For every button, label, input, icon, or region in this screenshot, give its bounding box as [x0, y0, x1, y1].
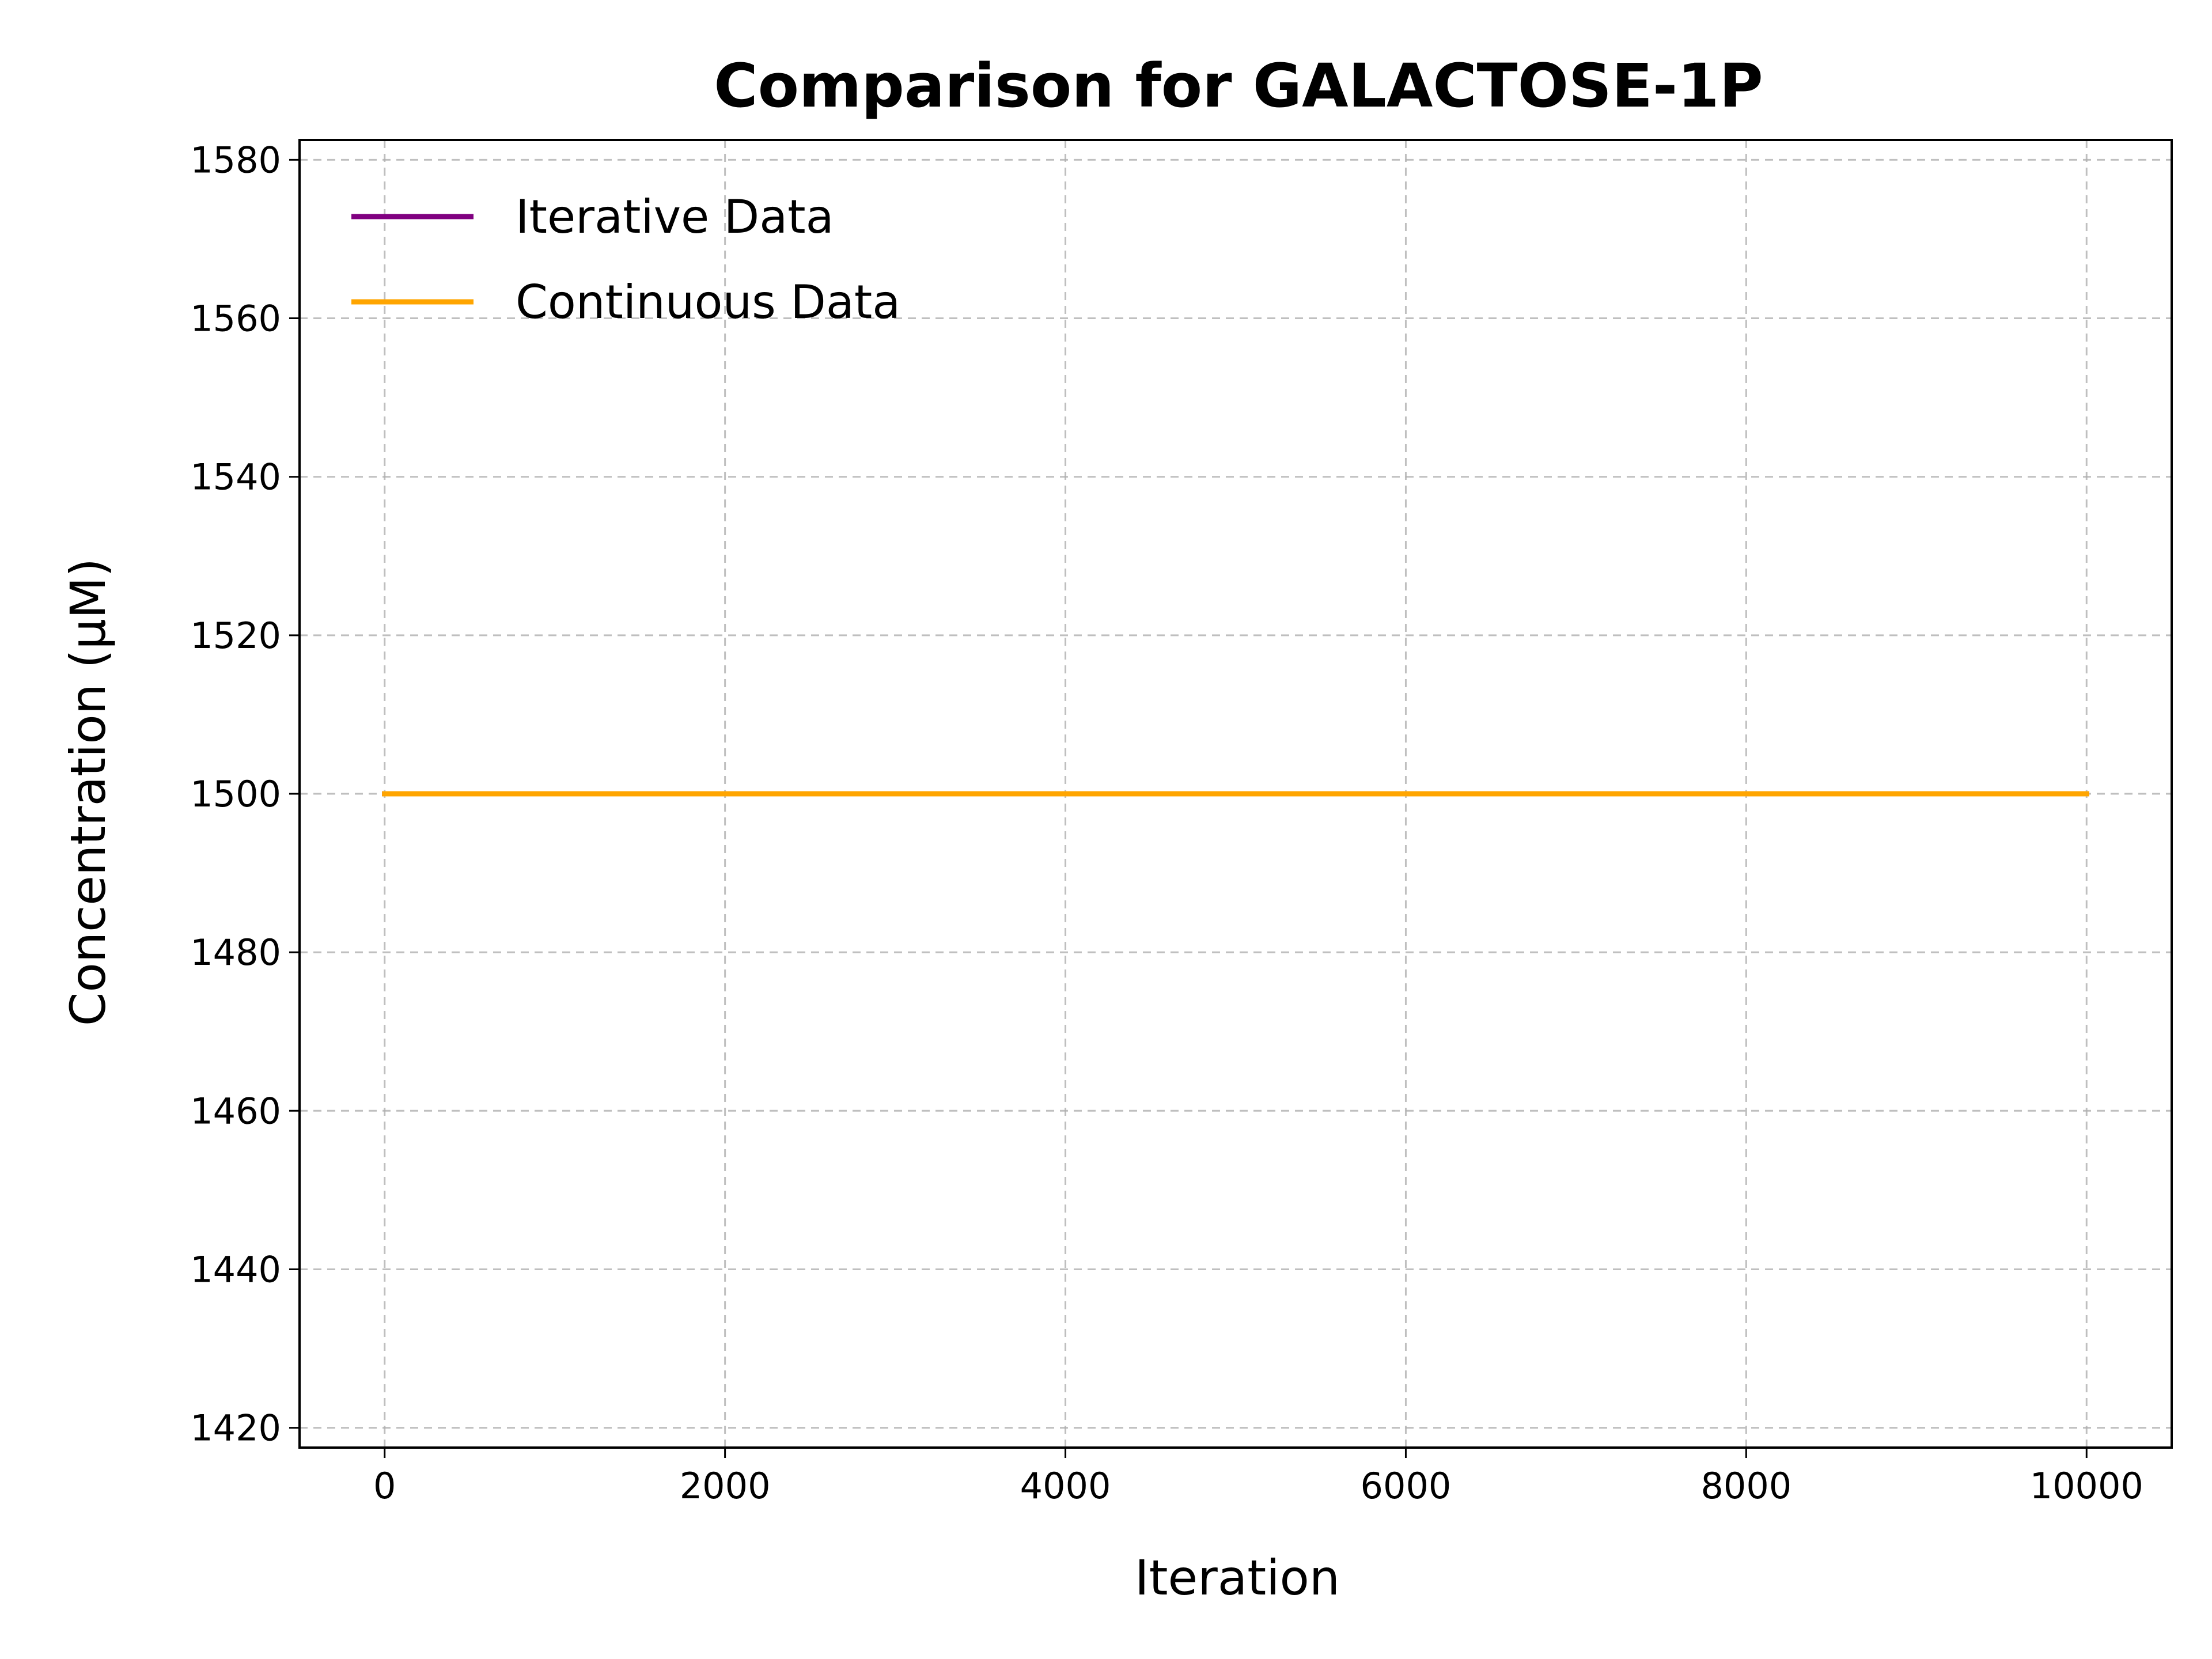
- x-axis-label: Iteration: [1135, 1550, 1340, 1606]
- y-tick-label: 1580: [190, 139, 281, 181]
- y-tick-label: 1440: [190, 1248, 281, 1290]
- y-tick-label: 1460: [190, 1090, 281, 1132]
- x-tick-label: 0: [373, 1465, 396, 1507]
- y-tick-label: 1560: [190, 298, 281, 340]
- y-axis-label: Concentration (μM): [60, 558, 116, 1026]
- x-tick-label: 6000: [1361, 1465, 1452, 1507]
- x-tick-label: 8000: [1700, 1465, 1791, 1507]
- y-tick-label: 1540: [190, 456, 281, 498]
- y-tick-label: 1420: [190, 1407, 281, 1449]
- x-tick-label: 4000: [1020, 1465, 1111, 1507]
- legend-label-continuous-data: Continuous Data: [516, 275, 900, 329]
- y-tick-label: 1520: [190, 615, 281, 657]
- axis-ticks: 0 2000 4000 6000 8000 10000 1420 1440 1460 1480 15…: [190, 139, 2143, 1507]
- chart-title: Comparison for GALACTOSE-1P: [714, 51, 1763, 121]
- x-tick-label: 10000: [2030, 1465, 2143, 1507]
- legend-label-iterative-data: Iterative Data: [516, 190, 834, 244]
- legend: Iterative Data Continuous Data: [351, 190, 900, 329]
- x-tick-label: 2000: [680, 1465, 771, 1507]
- y-tick-label: 1480: [190, 931, 281, 974]
- y-tick-label: 1500: [190, 773, 281, 815]
